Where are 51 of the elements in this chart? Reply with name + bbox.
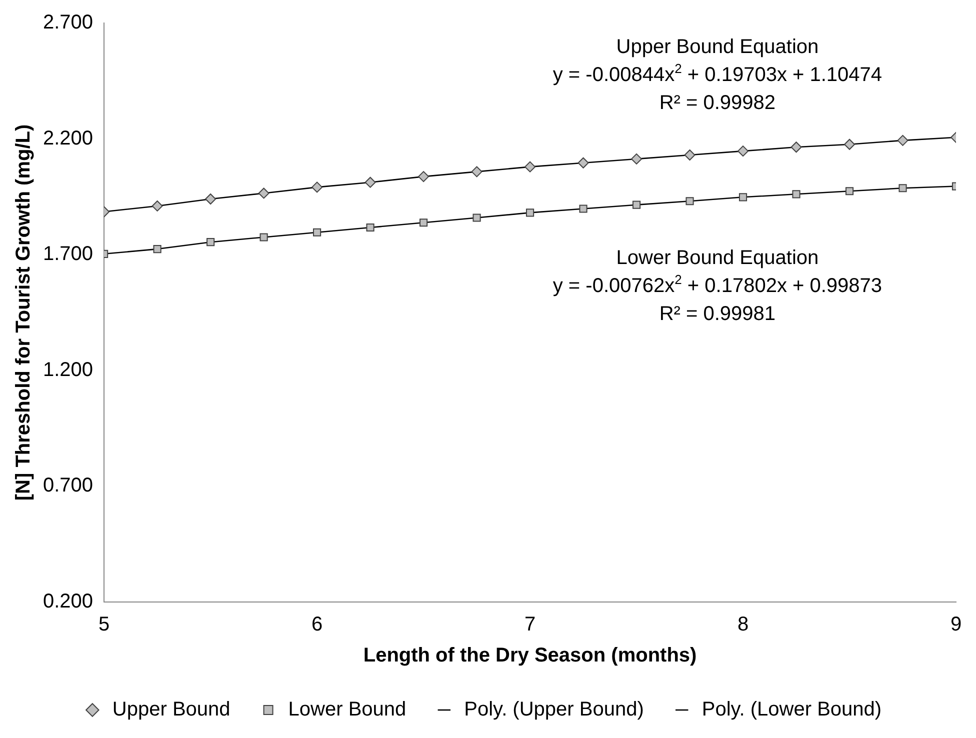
x-tick-label: 5 (98, 614, 110, 636)
point (632, 200, 641, 209)
point (258, 188, 270, 199)
point (419, 218, 428, 227)
point (260, 233, 268, 242)
point (526, 208, 534, 217)
legend-label: Poly. (Upper Bound) (464, 698, 644, 721)
y-tick-label: 1.200 (42, 358, 94, 381)
point (686, 197, 694, 206)
x-tick-label: 7 (524, 614, 536, 636)
x-tick-label: 9 (950, 614, 962, 636)
y-axis-title: [N] Threshold for Tourist Growth (mg/L) (12, 124, 35, 501)
point (471, 166, 482, 178)
annotation: Lower Bound Equation (616, 247, 819, 269)
point (205, 194, 216, 205)
point (792, 190, 800, 198)
point (313, 228, 322, 236)
point (153, 245, 162, 254)
y-tick-label: 1.700 (42, 243, 94, 266)
point (845, 187, 854, 196)
y-tick-label: 0.700 (42, 474, 94, 497)
point (738, 193, 748, 202)
point (418, 171, 430, 182)
point (524, 161, 536, 172)
legend-label: Upper Bound (112, 698, 230, 721)
y-tick-label: 0.200 (42, 590, 94, 613)
x-axis-title: Length of the Dry Season (months) (363, 644, 697, 667)
point (897, 134, 908, 146)
point (578, 157, 589, 168)
point (790, 142, 802, 153)
legend-label: Lower Bound (288, 698, 406, 721)
point (366, 223, 374, 232)
x-tick-label: 6 (311, 614, 323, 636)
point (206, 238, 215, 246)
point (898, 184, 907, 192)
legend-label: Poly. (Lower Bound) (702, 698, 882, 721)
annotation: R² = 0.99982 (659, 92, 776, 114)
x-tick-label: 8 (737, 614, 749, 636)
point (844, 138, 856, 150)
point (631, 153, 642, 164)
annotation: R² = 0.99981 (659, 303, 776, 325)
point (364, 176, 376, 188)
point (472, 214, 481, 222)
point (684, 150, 696, 161)
point (312, 182, 323, 193)
point (579, 204, 588, 213)
y-tick-label: 2.700 (42, 12, 94, 34)
point (152, 200, 163, 212)
annotation: Upper Bound Equation (616, 36, 819, 58)
y-tick-label: 2.200 (42, 127, 94, 150)
point (738, 146, 749, 157)
